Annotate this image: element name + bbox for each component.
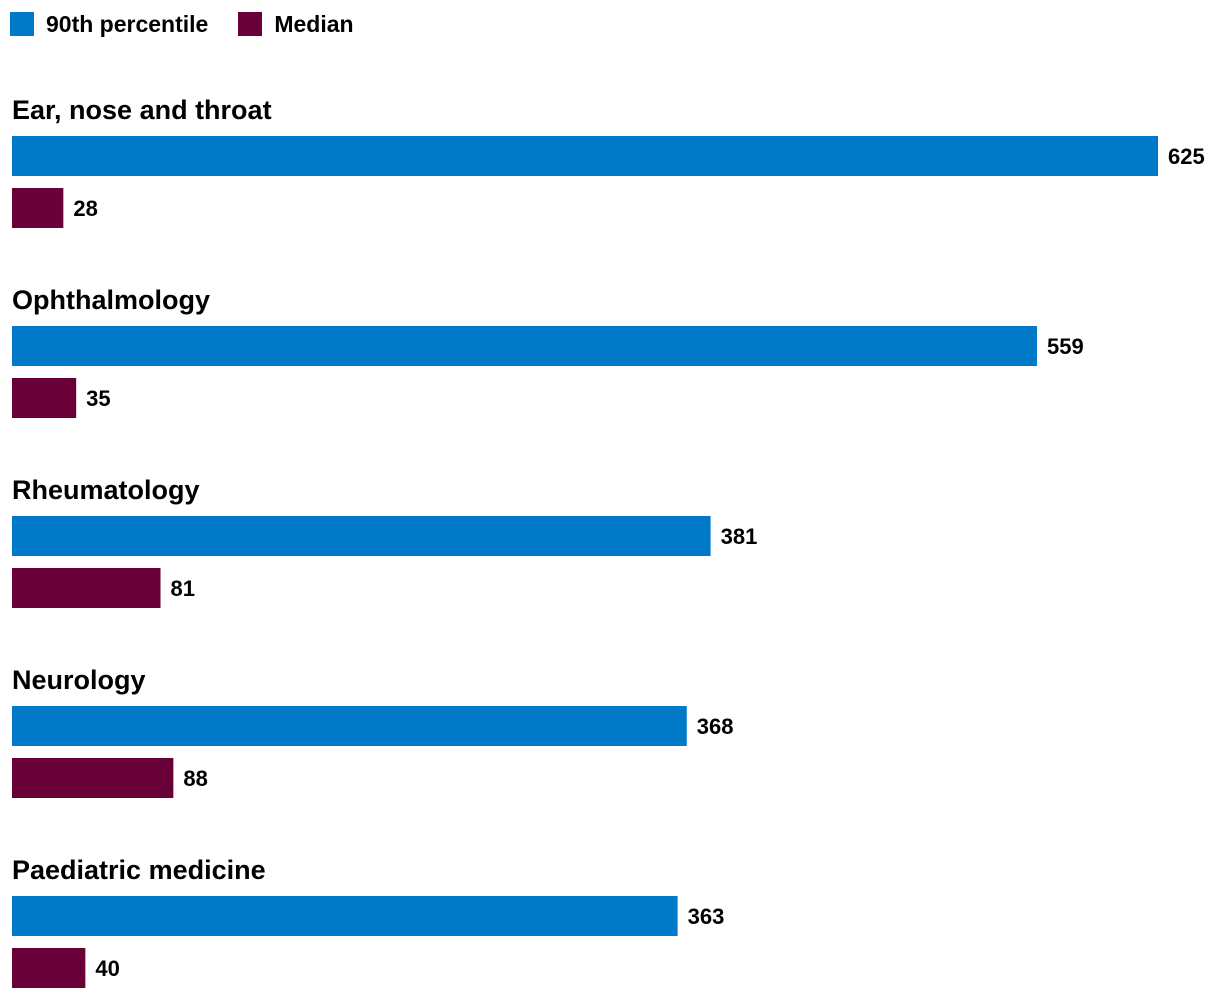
bar-90th-percentile [12,516,711,556]
legend-item-median: Median [238,10,354,38]
legend-label-90th-percentile: 90th percentile [46,11,209,37]
category-label: Paediatric medicine [12,855,266,885]
bar-median [12,758,174,798]
chart-legend: 90th percentile Median [10,10,384,38]
category-group-ophthalmology: Ophthalmology 559 35 [12,285,1084,418]
value-label-median: 88 [183,766,207,791]
category-group-neurology: Neurology 368 88 [12,665,733,798]
value-label-90th-percentile: 368 [697,714,734,739]
bar-median [12,378,77,418]
category-label: Ear, nose and throat [12,95,272,125]
category-group-paediatric-medicine: Paediatric medicine 363 40 [12,855,724,988]
value-label-90th-percentile: 363 [688,904,725,929]
bar-median [12,948,86,988]
bar-90th-percentile [12,326,1037,366]
bar-90th-percentile [12,896,678,936]
category-label: Rheumatology [12,475,200,505]
legend-label-median: Median [274,11,354,37]
value-label-median: 40 [95,956,119,981]
category-label: Neurology [12,665,146,695]
value-label-median: 81 [171,576,195,601]
value-label-median: 28 [73,196,97,221]
bar-median [12,568,161,608]
category-label: Ophthalmology [12,285,210,315]
value-label-90th-percentile: 559 [1047,334,1084,359]
legend-swatch-90th-percentile [10,12,34,36]
category-group-ear-nose-and-throat: Ear, nose and throat 625 28 [12,95,1205,228]
value-label-90th-percentile: 625 [1168,144,1205,169]
bar-90th-percentile [12,136,1158,176]
legend-swatch-median [238,12,263,36]
bar-90th-percentile [12,706,687,746]
value-label-90th-percentile: 381 [721,524,758,549]
legend-item-90th-percentile: 90th percentile [10,10,208,38]
bar-median [12,188,64,228]
category-group-rheumatology: Rheumatology 381 81 [12,475,757,608]
value-label-median: 35 [86,386,110,411]
